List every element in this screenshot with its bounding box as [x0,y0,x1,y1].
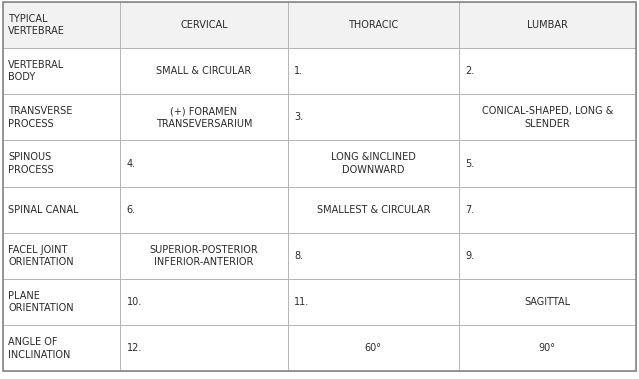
Text: SPINAL CANAL: SPINAL CANAL [8,205,79,215]
Text: (+) FORAMEN
TRANSEVERSARIUM: (+) FORAMEN TRANSEVERSARIUM [156,106,252,128]
Text: SUPERIOR-POSTERIOR
INFERIOR-ANTERIOR: SUPERIOR-POSTERIOR INFERIOR-ANTERIOR [150,245,258,267]
Text: SPINOUS
PROCESS: SPINOUS PROCESS [8,152,54,175]
Bar [459,279,636,325]
Bar [459,233,636,279]
Text: 1.: 1. [294,66,304,76]
Text: THORACIC: THORACIC [348,20,398,30]
Bar [288,233,459,279]
Bar [459,141,636,186]
Bar [120,325,288,371]
Bar [459,2,636,48]
Text: CERVICAL: CERVICAL [180,20,228,30]
Bar [120,48,288,94]
Bar [288,325,459,371]
Bar [120,94,288,141]
Text: ANGLE OF
INCLINATION: ANGLE OF INCLINATION [8,337,71,360]
Text: SMALLEST & CIRCULAR: SMALLEST & CIRCULAR [316,205,430,215]
Text: FACEL JOINT
ORIENTATION: FACEL JOINT ORIENTATION [8,245,74,267]
Text: TRANSVERSE
PROCESS: TRANSVERSE PROCESS [8,106,73,128]
Text: SAGITTAL: SAGITTAL [524,297,570,307]
Bar [288,94,459,141]
Text: 12.: 12. [127,343,142,353]
Bar [120,141,288,186]
Text: LUMBAR: LUMBAR [527,20,567,30]
Bar [3,48,120,94]
Text: 90°: 90° [539,343,556,353]
Bar [3,186,120,233]
Text: 9.: 9. [465,251,474,261]
Text: SMALL & CIRCULAR: SMALL & CIRCULAR [157,66,252,76]
Bar [3,141,120,186]
Bar [288,279,459,325]
Bar [3,325,120,371]
Text: PLANE
ORIENTATION: PLANE ORIENTATION [8,291,74,313]
Text: 2.: 2. [465,66,474,76]
Bar [120,186,288,233]
Text: TYPICAL
VERTEBRAE: TYPICAL VERTEBRAE [8,14,65,36]
Bar [288,48,459,94]
Text: VERTEBRAL
BODY: VERTEBRAL BODY [8,60,65,82]
Bar [120,279,288,325]
Text: LONG &INCLINED
DOWNWARD: LONG &INCLINED DOWNWARD [331,152,416,175]
Bar [459,186,636,233]
Bar [459,325,636,371]
Text: 7.: 7. [465,205,474,215]
Text: 60°: 60° [365,343,381,353]
Text: 5.: 5. [465,158,474,169]
Bar [3,233,120,279]
Text: 10.: 10. [127,297,142,307]
Bar [3,94,120,141]
Bar [120,233,288,279]
Bar [288,186,459,233]
Bar [288,141,459,186]
Bar [288,2,459,48]
Bar [120,2,288,48]
Text: 11.: 11. [294,297,309,307]
Bar [459,94,636,141]
Text: CONICAL-SHAPED, LONG &
SLENDER: CONICAL-SHAPED, LONG & SLENDER [482,106,613,128]
Text: 3.: 3. [294,112,304,122]
Text: 4.: 4. [127,158,135,169]
Text: 8.: 8. [294,251,304,261]
Bar [459,48,636,94]
Bar [3,279,120,325]
Text: 6.: 6. [127,205,135,215]
Bar [3,2,120,48]
